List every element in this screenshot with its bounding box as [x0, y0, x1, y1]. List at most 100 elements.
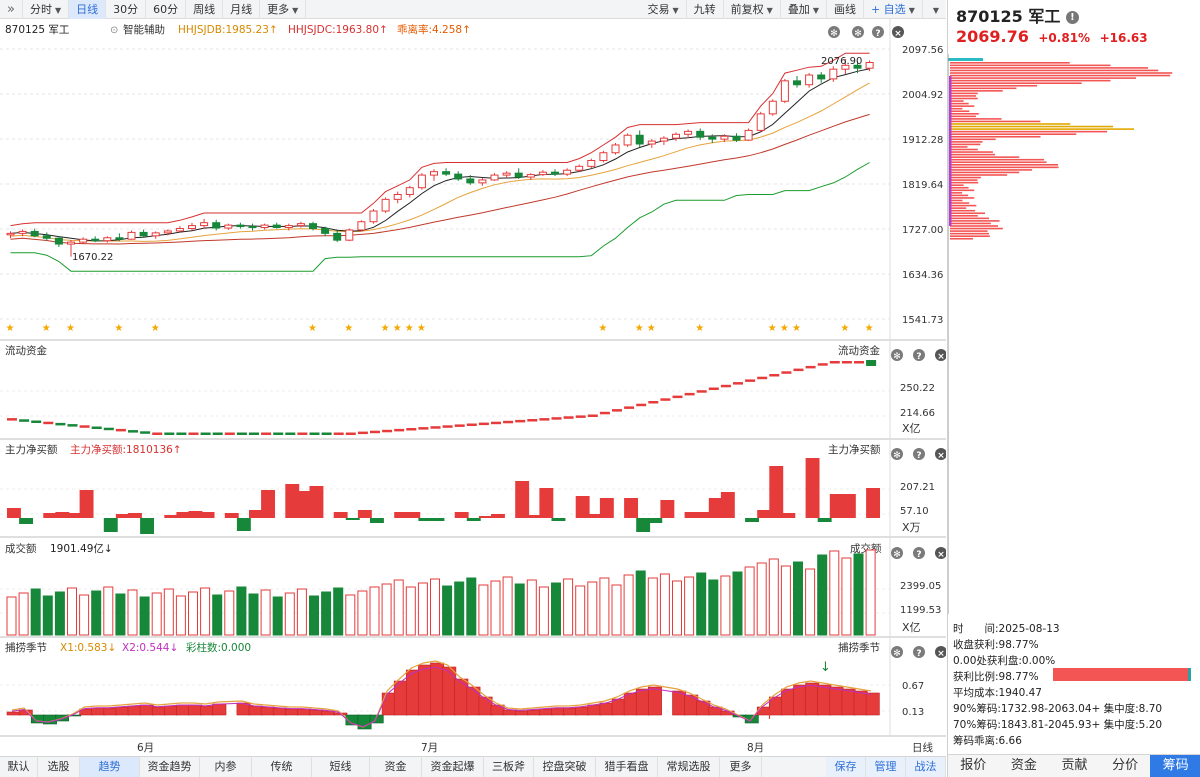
chip-bar [950, 72, 1173, 74]
assist-icon[interactable]: ⊙ [110, 25, 118, 36]
gear-icon[interactable]: ✻ [891, 547, 903, 560]
flow-bar [152, 432, 163, 435]
flow-bar [43, 421, 54, 425]
svg-text:?: ? [916, 649, 921, 659]
toolbar-button-label: 前复权 [730, 2, 764, 16]
right-tab-4[interactable]: 筹码 [1150, 755, 1200, 777]
toolbar-button-2[interactable]: 前复权 ▼ [724, 0, 781, 19]
flow-bar [176, 432, 187, 435]
gear-icon[interactable]: ✻ [828, 26, 840, 39]
indicator-bias: 乖离率:4.258↑ [397, 23, 471, 36]
strategy-tab-5[interactable]: 传统 [252, 757, 312, 777]
period-tab-0[interactable]: 分时 ▼ [23, 0, 70, 19]
strategy-tab-6[interactable]: 短线 [312, 757, 370, 777]
strategy-tab-8[interactable]: 资金起爆 [422, 757, 484, 777]
help-icon[interactable]: ? [913, 349, 925, 362]
strategy-tab-3[interactable]: 资金趋势 [140, 757, 200, 777]
volume-bar [696, 572, 707, 636]
gear-icon[interactable]: ✻ [891, 349, 903, 362]
period-tab-6[interactable]: 更多 ▼ [260, 0, 307, 19]
candle [756, 113, 765, 131]
right-panel-tabs: 报价 资金 贡献 分价 筹码 [948, 754, 1200, 777]
flow-bar [769, 374, 780, 377]
strategy-tab-0[interactable]: 默认 [0, 757, 38, 777]
flow-bar [200, 432, 211, 435]
strategy-tab-12[interactable]: 常规选股 [658, 757, 720, 777]
close-icon[interactable]: × [935, 547, 947, 560]
info-icon[interactable]: ! [1065, 11, 1079, 24]
bottom-action-2[interactable]: 战法 [906, 757, 946, 777]
net-buy-bar [757, 510, 772, 518]
volume-bar [30, 588, 41, 636]
signal-star-icon: ★ [344, 323, 353, 334]
candle [817, 74, 826, 80]
help-icon[interactable]: ? [913, 448, 925, 461]
strategy-tab-2[interactable]: 趋势 [80, 757, 140, 777]
strategy-tab-4[interactable]: 内参 [200, 757, 252, 777]
strategy-tab-13[interactable]: 更多 [720, 757, 762, 777]
toolbar-button-3[interactable]: 叠加 ▼ [781, 0, 827, 19]
period-tab-4[interactable]: 周线 [186, 0, 224, 19]
rp-change: +16.63 [1099, 31, 1148, 45]
volume-bar [538, 586, 549, 636]
help-icon[interactable]: ? [913, 646, 925, 659]
season-x2-line [11, 666, 872, 728]
flow-bar [382, 429, 393, 433]
period-tab-3[interactable]: 60分 [146, 0, 187, 19]
volume-bar [333, 587, 344, 636]
kline-chart-area[interactable]: 870125 军工 ⊙ 智能辅助 HHJSJDB:1985.23↑ HHJSJD… [0, 19, 947, 756]
right-tab-2[interactable]: 贡献 [1061, 758, 1088, 773]
season-panel-title: 捕捞季节 [5, 641, 47, 654]
toolbar-button-5[interactable]: + 自选 ▼ [864, 0, 923, 19]
toolbar-dropdown-icon[interactable]: ▼ [932, 5, 939, 15]
period-label[interactable]: 日线 [912, 741, 933, 754]
flow-bar [515, 419, 526, 423]
chip-bar [950, 181, 979, 184]
toolbar-button-1[interactable]: 九转 [687, 0, 724, 19]
bottom-action-0[interactable]: 保存 [826, 757, 866, 777]
gear-icon[interactable]: ✻ [891, 646, 903, 659]
strategy-tab-1[interactable]: 选股 [38, 757, 80, 777]
strategy-tab-7[interactable]: 资金 [370, 757, 422, 777]
close-icon[interactable]: × [935, 349, 947, 362]
signal-star-icon: ★ [66, 323, 75, 334]
right-tab-0[interactable]: 报价 [960, 758, 987, 773]
gear-icon[interactable]: ✻ [891, 448, 903, 461]
right-tab-1[interactable]: 资金 [1010, 758, 1037, 773]
flow-bar [418, 427, 429, 430]
gear-icon[interactable]: ✻ [852, 26, 864, 39]
chip-bar [950, 158, 1045, 161]
close-icon[interactable]: × [892, 26, 904, 39]
toolbar-button-0[interactable]: 交易 ▼ [641, 0, 687, 19]
period-tab-5[interactable]: 月线 [223, 0, 261, 19]
flow-bar [297, 432, 308, 435]
close-icon[interactable]: × [935, 448, 947, 461]
toolbar-button-4[interactable]: 画线 [827, 0, 864, 19]
net-buy-bar [224, 513, 239, 518]
help-icon[interactable]: ? [872, 26, 884, 39]
strategy-tab-10[interactable]: 控盘突破 [534, 757, 596, 777]
chip-bar [950, 90, 1003, 92]
nav-expand-button[interactable]: » [0, 0, 23, 19]
right-tab-3[interactable]: 分价 [1112, 758, 1139, 773]
net-buy-bar [7, 508, 21, 518]
net-buy-bar [478, 516, 493, 518]
strategy-tab-11[interactable]: 猎手看盘 [596, 757, 658, 777]
strategy-tab-9[interactable]: 三板斧 [484, 757, 534, 777]
volume-bar [284, 592, 295, 636]
bottom-action-1[interactable]: 管理 [866, 757, 906, 777]
sell-arrow-icon: ↓ [820, 660, 831, 675]
close-icon[interactable]: × [935, 646, 947, 659]
candle [720, 135, 729, 140]
candle [296, 223, 305, 227]
period-tab-2[interactable]: 30分 [106, 0, 147, 19]
candle [538, 171, 547, 176]
assist-label[interactable]: 智能辅助 [123, 23, 165, 36]
candle [708, 136, 717, 140]
volume-bar [417, 582, 428, 636]
flow-bar [249, 432, 259, 435]
period-tab-1[interactable]: 日线 [69, 0, 107, 19]
chip-bar [950, 164, 1058, 166]
help-icon[interactable]: ? [913, 547, 925, 560]
candle [551, 171, 559, 175]
